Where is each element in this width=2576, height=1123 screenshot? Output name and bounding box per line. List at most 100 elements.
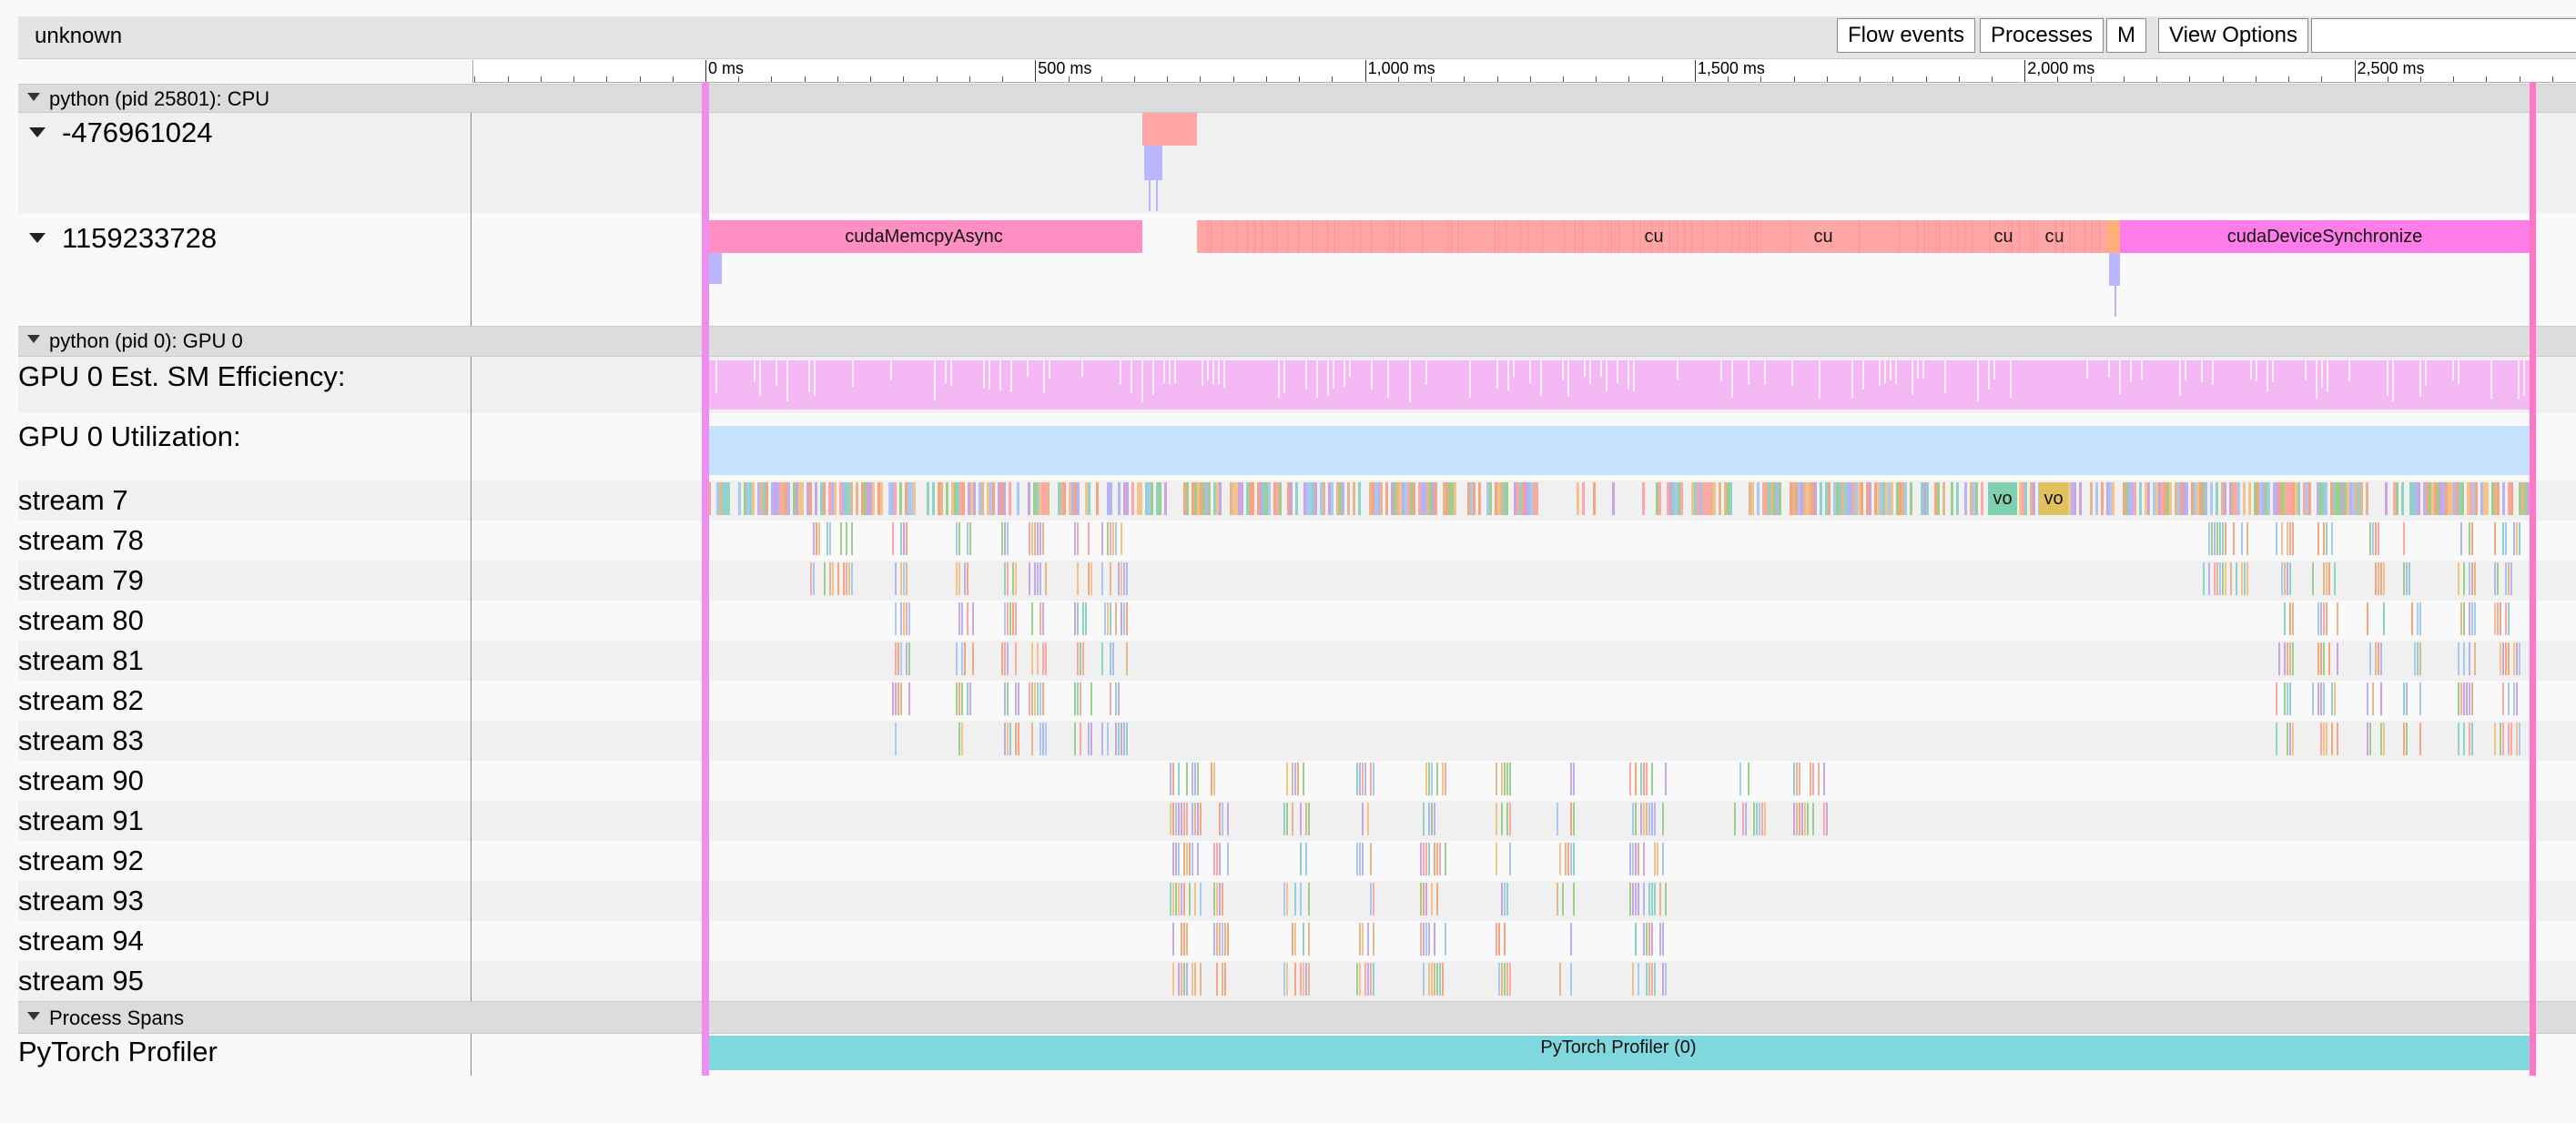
kernel-slice[interactable]	[1292, 803, 1293, 835]
kernel-slice[interactable]	[2474, 602, 2476, 635]
kernel-slice[interactable]	[1123, 482, 1126, 515]
kernel-slice[interactable]	[972, 602, 974, 635]
kernel-slice[interactable]	[815, 482, 817, 515]
kernel-slice[interactable]	[961, 683, 963, 715]
kernel-slice[interactable]	[1640, 763, 1642, 795]
kernel-slice[interactable]	[906, 522, 908, 555]
stream-label[interactable]: stream 80	[18, 601, 472, 641]
kernel-slice[interactable]	[1436, 763, 1438, 795]
kernel-slice[interactable]	[2508, 723, 2510, 755]
cpu-call-tick[interactable]	[1633, 220, 1634, 253]
kernel-slice[interactable]	[1140, 482, 1142, 515]
cpu-call-tick[interactable]	[1677, 220, 1678, 253]
kernel-slice[interactable]	[2519, 522, 2520, 555]
kernel-slice[interactable]	[1659, 883, 1661, 916]
kernel-slice[interactable]	[1699, 482, 1702, 515]
cpu-call-tick[interactable]	[1760, 220, 1761, 253]
kernel-slice[interactable]	[2458, 642, 2459, 675]
sm-dip[interactable]	[2425, 360, 2427, 386]
kernel-slice[interactable]	[1643, 883, 1645, 916]
kernel-slice[interactable]	[2474, 642, 2476, 675]
kernel-slice[interactable]	[1793, 803, 1795, 835]
kernel-slice[interactable]	[2289, 522, 2291, 555]
kernel-slice[interactable]	[1680, 482, 1683, 515]
kernel-slice[interactable]	[1290, 482, 1293, 515]
kernel-slice[interactable]	[793, 482, 796, 515]
kernel-slice[interactable]	[2508, 683, 2510, 715]
sm-dip[interactable]	[1851, 360, 1853, 398]
kernel-slice[interactable]	[2328, 642, 2330, 675]
kernel-slice[interactable]	[956, 642, 958, 675]
kernel-slice[interactable]	[2383, 723, 2385, 755]
kernel-slice[interactable]	[1370, 843, 1372, 875]
sm-dip[interactable]	[2212, 360, 2214, 385]
kernel-slice[interactable]	[951, 482, 954, 515]
kernel-slice[interactable]	[2500, 602, 2501, 635]
kernel-slice[interactable]	[2317, 642, 2319, 675]
kernel-slice[interactable]	[961, 642, 963, 675]
kernel-slice[interactable]	[2331, 522, 2333, 555]
kernel-slice[interactable]	[938, 482, 940, 515]
kernel-slice[interactable]	[1880, 482, 1882, 515]
kernel-slice[interactable]	[979, 482, 981, 515]
kernel-slice[interactable]	[2429, 482, 2431, 515]
kernel-slice[interactable]	[2505, 522, 2507, 555]
sm-dip[interactable]	[1567, 360, 1569, 397]
kernel-slice[interactable]	[1216, 923, 1218, 956]
kernel-slice[interactable]	[2071, 482, 2074, 515]
stream-label[interactable]: stream 93	[18, 881, 472, 921]
kernel-slice[interactable]	[2210, 482, 2213, 515]
kernel-slice[interactable]	[2289, 642, 2291, 675]
kernel-slice[interactable]	[2414, 642, 2416, 675]
kernel-slice[interactable]	[1635, 803, 1637, 835]
cpu-call-tick[interactable]	[1298, 220, 1299, 253]
kernel-slice[interactable]	[1031, 683, 1033, 715]
kernel-slice[interactable]	[1222, 923, 1223, 956]
kernel-slice[interactable]	[2322, 482, 2325, 515]
kernel-slice[interactable]	[1749, 482, 1751, 515]
kernel-slice[interactable]	[2323, 723, 2325, 755]
kernel-slice[interactable]	[2216, 562, 2218, 595]
kernel-slice[interactable]	[1082, 642, 1084, 675]
sm-efficiency-area[interactable]	[705, 360, 2531, 410]
kernel-slice[interactable]	[832, 562, 834, 595]
kernel-slice[interactable]	[1713, 482, 1716, 515]
kernel-slice[interactable]	[2475, 482, 2478, 515]
kernel-slice[interactable]	[1665, 763, 1667, 795]
kernel-slice[interactable]	[1428, 763, 1430, 795]
kernel-slice[interactable]	[2480, 482, 2483, 515]
kernel-slice[interactable]	[1101, 723, 1103, 755]
kernel-slice[interactable]	[2090, 482, 2093, 515]
kernel-slice[interactable]	[1227, 923, 1229, 956]
cpu-call-tick[interactable]	[1520, 220, 1521, 253]
kernel-slice[interactable]	[2483, 482, 2486, 515]
sm-dip[interactable]	[1748, 360, 1749, 385]
kernel-slice[interactable]	[2323, 562, 2325, 595]
kernel-slice[interactable]	[1519, 482, 1522, 515]
kernel-slice[interactable]	[2419, 642, 2421, 675]
search-input[interactable]	[2311, 18, 2576, 53]
kernel-slice[interactable]	[2211, 522, 2213, 555]
kernel-slice[interactable]	[1216, 883, 1218, 916]
slice-cuda-calls[interactable]	[1197, 220, 2107, 253]
kernel-slice[interactable]	[1629, 763, 1631, 795]
collapse-arrow-icon[interactable]	[27, 93, 40, 101]
kernel-slice[interactable]	[1394, 482, 1396, 515]
stream-label[interactable]: stream 78	[18, 521, 472, 561]
kernel-slice[interactable]	[1294, 763, 1296, 795]
kernel-slice[interactable]	[1080, 683, 1081, 715]
kernel-slice[interactable]	[1308, 883, 1310, 916]
kernel-slice[interactable]	[958, 562, 960, 595]
kernel-slice[interactable]	[738, 482, 741, 515]
kernel-slice[interactable]	[1764, 803, 1766, 835]
kernel-slice[interactable]	[973, 482, 976, 515]
kernel-slice[interactable]	[1812, 803, 1814, 835]
kernel-slice[interactable]	[1080, 723, 1081, 755]
kernel-slice[interactable]	[1263, 482, 1265, 515]
kernel-slice[interactable]	[2024, 482, 2027, 515]
sm-dip[interactable]	[950, 360, 952, 386]
kernel-slice[interactable]	[1757, 482, 1760, 515]
kernel-slice[interactable]	[1478, 482, 1481, 515]
kernel-slice[interactable]	[2287, 642, 2288, 675]
kernel-slice[interactable]	[2216, 482, 2218, 515]
